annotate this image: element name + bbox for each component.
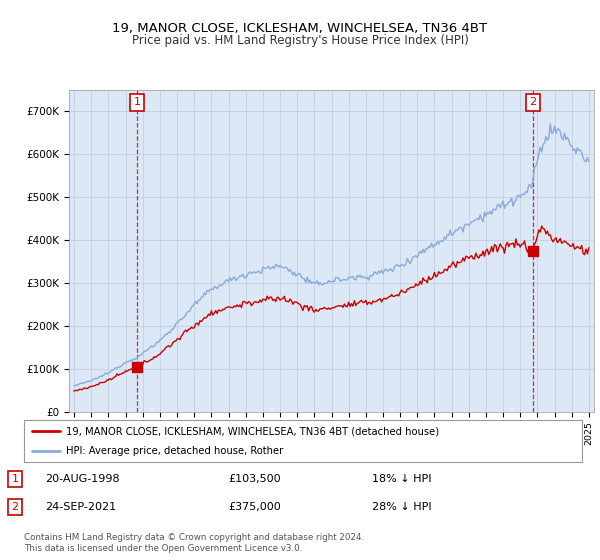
Text: 19, MANOR CLOSE, ICKLESHAM, WINCHELSEA, TN36 4BT (detached house): 19, MANOR CLOSE, ICKLESHAM, WINCHELSEA, …: [66, 426, 439, 436]
Text: HPI: Average price, detached house, Rother: HPI: Average price, detached house, Roth…: [66, 446, 283, 456]
Text: 18% ↓ HPI: 18% ↓ HPI: [372, 474, 431, 484]
Text: £103,500: £103,500: [228, 474, 281, 484]
Text: Price paid vs. HM Land Registry's House Price Index (HPI): Price paid vs. HM Land Registry's House …: [131, 34, 469, 46]
Text: Contains HM Land Registry data © Crown copyright and database right 2024.
This d: Contains HM Land Registry data © Crown c…: [24, 533, 364, 553]
Text: 1: 1: [134, 97, 140, 108]
Text: 2: 2: [530, 97, 536, 108]
Text: 19, MANOR CLOSE, ICKLESHAM, WINCHELSEA, TN36 4BT: 19, MANOR CLOSE, ICKLESHAM, WINCHELSEA, …: [112, 22, 488, 35]
Text: 24-SEP-2021: 24-SEP-2021: [45, 502, 116, 512]
Text: 2: 2: [11, 502, 19, 512]
Text: 1: 1: [11, 474, 19, 484]
Text: 20-AUG-1998: 20-AUG-1998: [45, 474, 119, 484]
Text: £375,000: £375,000: [228, 502, 281, 512]
Text: 28% ↓ HPI: 28% ↓ HPI: [372, 502, 431, 512]
